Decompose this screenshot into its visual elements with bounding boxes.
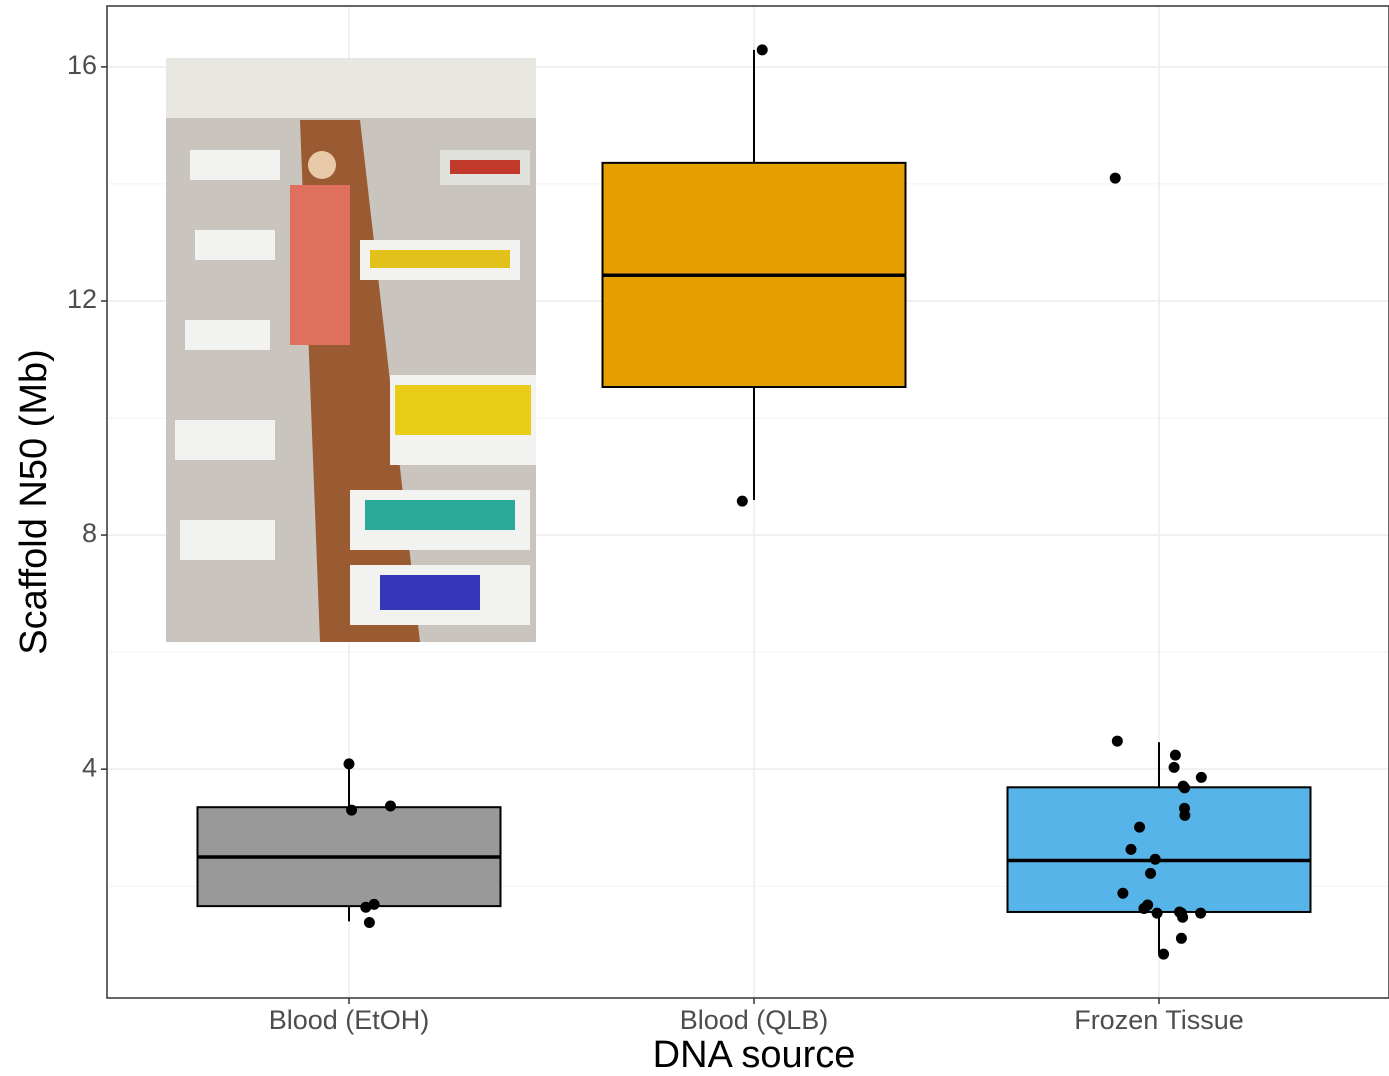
- point: [1176, 933, 1187, 944]
- x-tick-label: Blood (QLB): [680, 1005, 829, 1035]
- point: [1125, 844, 1136, 855]
- x-tick-label: Frozen Tissue: [1074, 1005, 1244, 1035]
- point: [1195, 908, 1206, 919]
- point: [360, 902, 371, 913]
- y-tick-label: 4: [82, 752, 97, 782]
- point: [1179, 810, 1190, 821]
- point: [1179, 782, 1190, 793]
- point: [1134, 822, 1145, 833]
- point: [737, 496, 748, 507]
- point: [1170, 750, 1181, 761]
- point: [385, 801, 396, 812]
- y-tick-label: 8: [82, 518, 97, 548]
- inset-photo: [166, 58, 536, 642]
- chart: DNA source Scaffold N50 (Mb) 4 8 12 16 Blood…: [0, 0, 1389, 1076]
- point: [1138, 903, 1149, 914]
- point: [1158, 949, 1169, 960]
- point: [1196, 772, 1207, 783]
- y-tick-label: 16: [67, 50, 97, 80]
- point: [757, 44, 768, 55]
- point: [1152, 908, 1163, 919]
- point: [1177, 912, 1188, 923]
- point: [1110, 173, 1121, 184]
- point: [1112, 736, 1123, 747]
- y-axis-title: Scaffold N50 (Mb): [13, 349, 55, 655]
- point: [346, 805, 357, 816]
- point: [344, 758, 355, 769]
- box: [1008, 787, 1311, 912]
- x-axis-title: DNA source: [653, 1034, 856, 1076]
- point: [1150, 854, 1161, 865]
- point: [364, 917, 375, 928]
- point: [1145, 868, 1156, 879]
- x-tick-label: Blood (EtOH): [269, 1005, 430, 1035]
- point: [1117, 888, 1128, 899]
- point: [1169, 762, 1180, 773]
- y-tick-label: 12: [67, 284, 97, 314]
